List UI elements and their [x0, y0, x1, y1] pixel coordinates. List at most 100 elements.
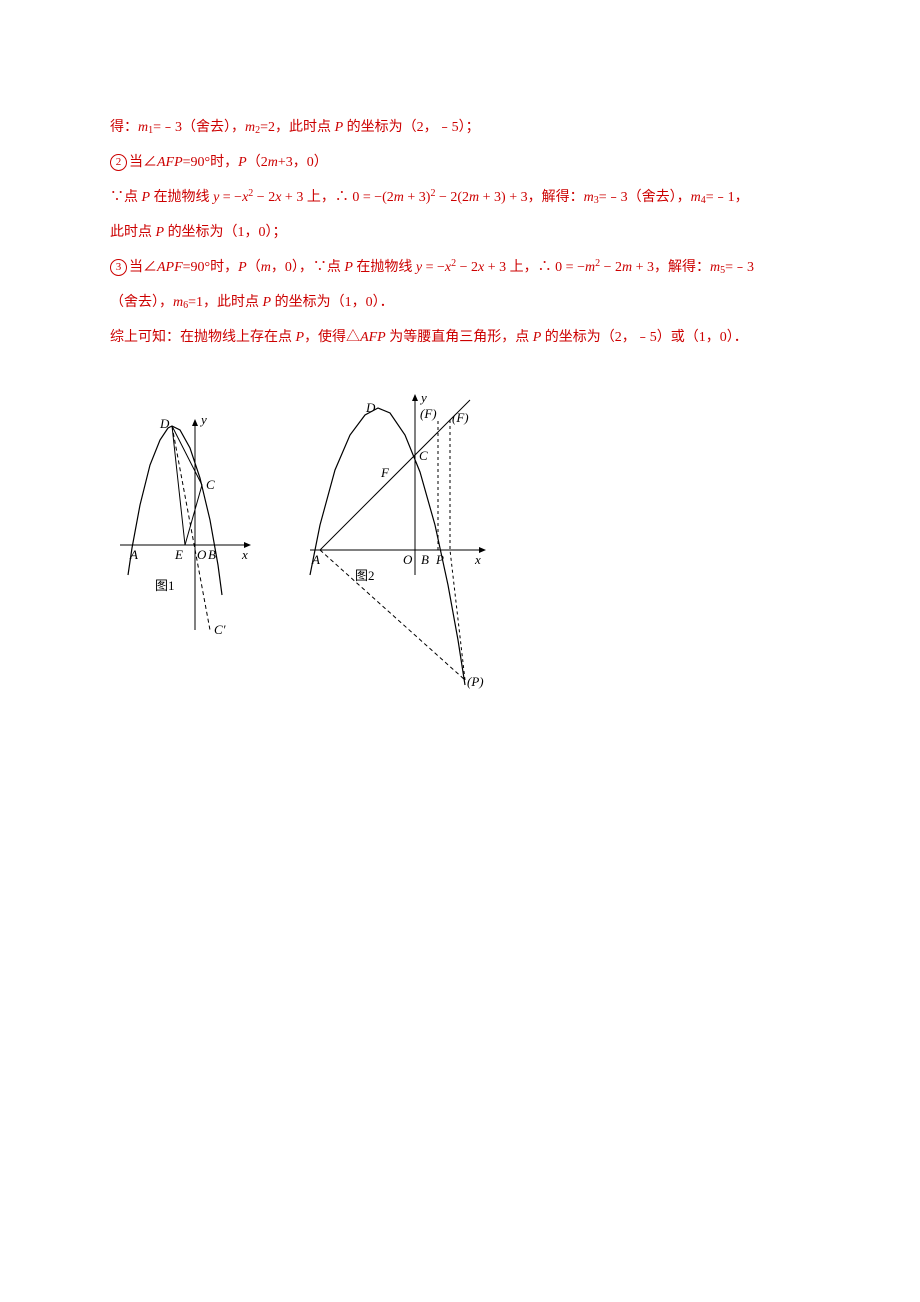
P: P [238, 155, 247, 170]
t: = − [219, 190, 242, 205]
svg-text:图2: 图2 [355, 568, 375, 583]
line-4: 此时点 P 的坐标为（1，0）； [110, 215, 810, 250]
t: =﹣3 [725, 260, 754, 275]
t: 0 = −(2 [352, 190, 393, 205]
t: =﹣3（舍去）， [153, 120, 245, 135]
figure-1: DyCAEOBxC′图1 [110, 380, 260, 700]
t: 综上可知：在抛物线上存在点 [110, 330, 296, 345]
svg-text:图1: 图1 [155, 578, 175, 593]
t: 得： [110, 120, 138, 135]
svg-text:D: D [365, 400, 376, 415]
t: + 3) [404, 190, 431, 205]
svg-text:A: A [129, 547, 138, 562]
t: 为等腰直角三角形，点 [386, 330, 533, 345]
t: ，解得： [654, 260, 710, 275]
t: = − [422, 260, 445, 275]
t: + 3) + 3 [479, 190, 527, 205]
t: =90°时， [183, 260, 239, 275]
line-3: ∵点 P 在抛物线 y = −x2 − 2x + 3 上，∴ 0 = −(2m … [110, 180, 810, 215]
m4: m [691, 190, 701, 205]
svg-text:y: y [419, 390, 427, 405]
t: 的坐标为（2，﹣5）或（1，0）． [541, 330, 748, 345]
svg-text:O: O [403, 552, 413, 567]
svg-text:(P): (P) [467, 674, 484, 689]
svg-text:A: A [311, 552, 320, 567]
t: − 2(2 [435, 190, 469, 205]
P: P [156, 225, 165, 240]
m: m [394, 190, 404, 205]
t: − 2 [600, 260, 622, 275]
t: 在抛物线 [353, 260, 416, 275]
afp: AFP [360, 330, 386, 345]
t: 的坐标为（2，﹣5）； [343, 120, 480, 135]
line-2: 2当∠AFP=90°时，P（2m+3，0） [110, 145, 810, 180]
afp: AFP [157, 155, 183, 170]
t: + 3 [484, 260, 506, 275]
t: + 3 [632, 260, 654, 275]
svg-text:x: x [241, 547, 248, 562]
t: ，使得△ [304, 330, 360, 345]
t: （舍去）， [110, 295, 173, 310]
svg-text:B: B [421, 552, 429, 567]
t: + 3 [281, 190, 303, 205]
t: 当∠ [129, 260, 157, 275]
t: ∵点 [110, 190, 142, 205]
line-6: （舍去），m6=1，此时点 P 的坐标为（1，0）． [110, 285, 810, 320]
t: 上，∴ [303, 190, 352, 205]
circled-3-icon: 3 [110, 259, 127, 276]
line-5: 3当∠APF=90°时，P（m，0），∵点 P 在抛物线 y = −x2 − 2… [110, 250, 810, 285]
t: − 2 [253, 190, 275, 205]
t: （ [247, 260, 261, 275]
t: =﹣1， [706, 190, 749, 205]
m: m [469, 190, 479, 205]
P: P [335, 120, 344, 135]
line-7: 综上可知：在抛物线上存在点 P，使得△AFP 为等腰直角三角形，点 P 的坐标为… [110, 320, 810, 355]
P: P [238, 260, 247, 275]
svg-text:P: P [435, 552, 444, 567]
t: =90°时， [183, 155, 239, 170]
svg-text:B: B [208, 547, 216, 562]
svg-text:x: x [474, 552, 481, 567]
m: m [585, 260, 595, 275]
t: 的坐标为（1，0）； [164, 225, 287, 240]
t: ，0），∵点 [271, 260, 345, 275]
m3: m [584, 190, 594, 205]
m1: m [138, 120, 148, 135]
svg-text:C: C [206, 477, 215, 492]
svg-text:D: D [159, 416, 170, 431]
t: 在抛物线 [150, 190, 213, 205]
figure-1-svg: DyCAEOBxC′图1 [110, 380, 260, 660]
t: 0 = − [555, 260, 585, 275]
circled-2-icon: 2 [110, 154, 127, 171]
svg-text:F: F [380, 465, 390, 480]
P: P [344, 260, 353, 275]
m: m [268, 155, 278, 170]
m: m [622, 260, 632, 275]
svg-text:C: C [419, 448, 428, 463]
m5: m [710, 260, 720, 275]
t: =﹣3（舍去）， [599, 190, 691, 205]
t: 的坐标为（1，0）． [271, 295, 394, 310]
t: =1，此时点 [188, 295, 262, 310]
m: m [261, 260, 271, 275]
m6: m [173, 295, 183, 310]
figures-row: DyCAEOBxC′图1 Dy(F)(F)FCAOBPx(P)图2 [110, 380, 810, 700]
t: 上，∴ [506, 260, 555, 275]
t: 当∠ [129, 155, 157, 170]
line-1: 得：m1=﹣3（舍去），m2=2，此时点 P 的坐标为（2，﹣5）； [110, 110, 810, 145]
svg-text:y: y [199, 412, 207, 427]
t: =2，此时点 [260, 120, 334, 135]
P: P [296, 330, 305, 345]
m2: m [245, 120, 255, 135]
svg-text:(F): (F) [420, 406, 437, 421]
P: P [142, 190, 151, 205]
t: （2 [247, 155, 268, 170]
figure-2: Dy(F)(F)FCAOBPx(P)图2 [300, 380, 500, 700]
svg-text:O: O [197, 547, 207, 562]
t: 此时点 [110, 225, 156, 240]
apf: APF [157, 260, 183, 275]
figure-2-svg: Dy(F)(F)FCAOBPx(P)图2 [300, 380, 500, 700]
P: P [533, 330, 542, 345]
svg-text:(F): (F) [452, 410, 469, 425]
t: +3，0） [278, 155, 328, 170]
